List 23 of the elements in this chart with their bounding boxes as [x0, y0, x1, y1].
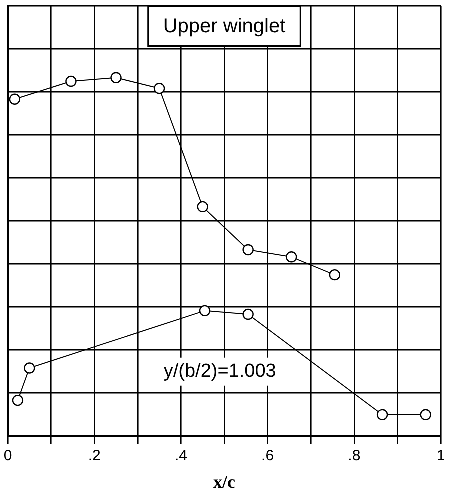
x-tick-label: .4 — [174, 448, 188, 465]
annotation: y/(b/2)=1.003 — [164, 361, 276, 382]
point — [9, 94, 21, 106]
point — [376, 409, 388, 420]
chart-title: Upper winglet — [163, 16, 286, 38]
point — [329, 269, 341, 281]
point — [420, 409, 432, 420]
x-tick-label: .2 — [88, 448, 101, 465]
point — [242, 308, 254, 320]
point — [286, 252, 298, 263]
point — [154, 83, 166, 94]
x-tick-label: 1 — [436, 448, 446, 465]
point — [12, 394, 24, 406]
point — [197, 201, 208, 213]
point — [24, 362, 36, 374]
point — [110, 72, 122, 84]
x-tick-label: .6 — [262, 448, 274, 465]
point — [66, 76, 77, 88]
x-axis-title: x/c — [214, 472, 236, 492]
point — [199, 305, 211, 317]
x-tick-label: 0 — [4, 448, 12, 465]
x-tick-label: .8 — [348, 448, 361, 465]
point — [242, 244, 254, 256]
